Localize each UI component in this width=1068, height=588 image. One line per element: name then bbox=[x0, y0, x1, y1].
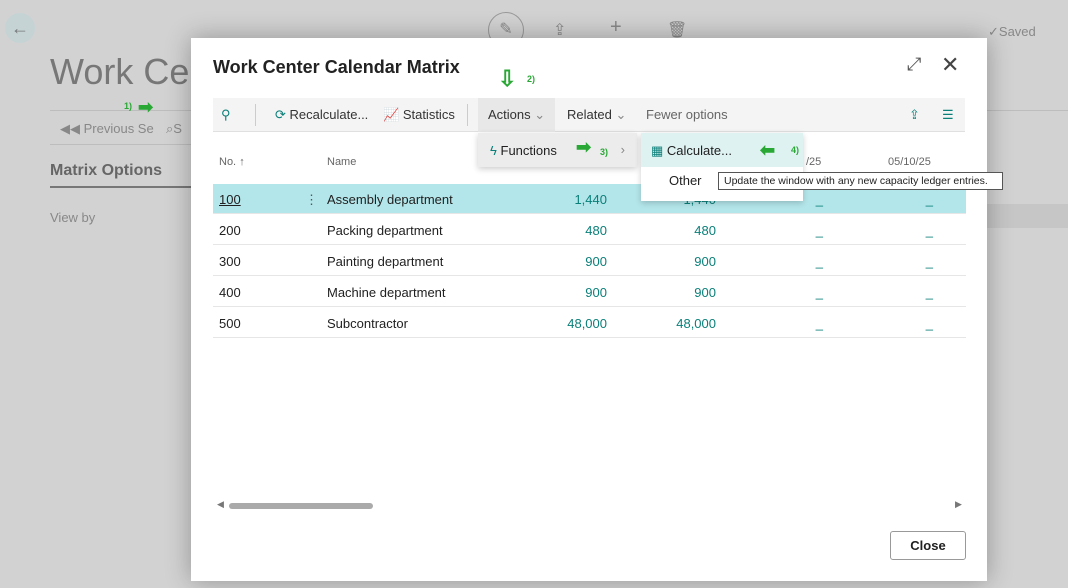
row-name: Machine department bbox=[327, 285, 446, 300]
chevron-down-icon: ⌄ bbox=[615, 107, 627, 122]
table-row[interactable]: 100⋮Assembly department 1,440 1,440 _ _ bbox=[213, 184, 966, 214]
row-value-3[interactable]: _ bbox=[815, 192, 823, 207]
table-row[interactable]: 300 Painting department 900 900 _ _ bbox=[213, 246, 966, 276]
horizontal-scrollbar[interactable]: ◀ ▶ bbox=[213, 499, 966, 511]
row-menu-icon[interactable]: ⋮ bbox=[305, 192, 318, 207]
column-header-name[interactable]: Name bbox=[327, 156, 357, 168]
scroll-left-icon[interactable]: ◀ bbox=[217, 499, 224, 509]
delete-icon[interactable]: 🗑 bbox=[667, 22, 688, 39]
recalculate-label: Recalculate... bbox=[289, 107, 369, 122]
row-value-1[interactable]: 480 bbox=[585, 223, 607, 238]
arrow-right-icon: ➡ bbox=[576, 137, 592, 157]
related-menu-button[interactable]: Related ⌄ bbox=[567, 107, 626, 123]
row-value-4[interactable]: _ bbox=[925, 223, 933, 238]
expand-icon[interactable]: ⤢ bbox=[907, 54, 922, 74]
chevron-right-icon: › bbox=[620, 142, 625, 157]
view-by-label: View by bbox=[50, 210, 96, 225]
row-value-3[interactable]: _ bbox=[815, 285, 823, 300]
annotation-2: 2) bbox=[527, 74, 536, 84]
previous-set-button[interactable]: ◀◀ Previous Se bbox=[60, 121, 154, 136]
fewer-options-button[interactable]: Fewer options bbox=[646, 107, 728, 122]
share-icon[interactable]: ⇪ bbox=[553, 22, 567, 39]
row-no[interactable]: 400 bbox=[219, 285, 241, 300]
chevron-down-icon: ⌄ bbox=[534, 107, 546, 122]
show-matrix-label: S bbox=[173, 121, 182, 136]
row-value-3[interactable]: _ bbox=[815, 316, 823, 331]
annotation-4: 4) bbox=[791, 145, 800, 155]
arrow-left-icon: ⬅ bbox=[760, 140, 776, 160]
table-row[interactable]: 200 Packing department 480 480 _ _ bbox=[213, 215, 966, 245]
dialog-title: Work Center Calendar Matrix bbox=[213, 57, 460, 77]
no-label: No. bbox=[219, 156, 237, 168]
row-value-2[interactable]: 900 bbox=[694, 254, 716, 269]
row-name: Packing department bbox=[327, 223, 443, 238]
row-value-1[interactable]: 1,440 bbox=[574, 192, 607, 207]
arrow-down-icon: ⇩ bbox=[498, 66, 517, 91]
scroll-right-icon[interactable]: ▶ bbox=[955, 499, 962, 509]
calculate-label: Calculate... bbox=[666, 143, 732, 158]
annotation-1: 1) bbox=[124, 101, 133, 111]
chart-icon: 📈 bbox=[383, 107, 400, 122]
close-icon[interactable]: ✕ bbox=[941, 52, 960, 77]
column-header-date-3[interactable]: /25 bbox=[806, 156, 822, 168]
back-button[interactable]: ← bbox=[5, 13, 35, 43]
functions-submenu: ▦ Calculate... Other bbox=[641, 133, 803, 201]
row-value-2[interactable]: 480 bbox=[694, 223, 716, 238]
row-no[interactable]: 200 bbox=[219, 223, 241, 238]
row-value-4[interactable]: _ bbox=[925, 254, 933, 269]
row-value-1[interactable]: 48,000 bbox=[567, 316, 607, 331]
row-value-2[interactable]: 48,000 bbox=[676, 316, 716, 331]
annotation-3: 3) bbox=[600, 147, 609, 157]
actions-dropdown: ϟ Functions › bbox=[478, 133, 637, 167]
sort-arrow-icon: ↑ bbox=[239, 156, 245, 168]
row-value-4[interactable]: _ bbox=[925, 192, 933, 207]
scrollbar-thumb[interactable] bbox=[229, 503, 373, 509]
refresh-icon: ⟳ bbox=[275, 107, 286, 122]
lightning-icon: ϟ bbox=[490, 143, 497, 158]
saved-status: ✓Saved bbox=[988, 24, 1036, 39]
row-name: Assembly department bbox=[327, 192, 453, 207]
row-name: Painting department bbox=[327, 254, 444, 269]
row-value-4[interactable]: _ bbox=[925, 316, 933, 331]
arrow-right-icon: ➡ bbox=[138, 97, 154, 117]
row-value-1[interactable]: 900 bbox=[585, 254, 607, 269]
column-header-date-4[interactable]: 05/10/25 bbox=[888, 156, 931, 168]
close-button[interactable]: Close bbox=[890, 531, 966, 560]
matrix-options-heading: Matrix Options bbox=[50, 162, 191, 188]
list-icon[interactable]: ☰ bbox=[942, 107, 954, 122]
row-value-3[interactable]: _ bbox=[815, 254, 823, 269]
menu-item-calculate[interactable]: ▦ Calculate... bbox=[641, 133, 803, 167]
functions-label: Functions bbox=[500, 143, 557, 158]
row-name: Subcontractor bbox=[327, 316, 408, 331]
related-label: Related bbox=[567, 107, 612, 122]
add-icon[interactable]: + bbox=[610, 16, 622, 38]
actions-label: Actions bbox=[488, 107, 531, 122]
row-value-2[interactable]: 900 bbox=[694, 285, 716, 300]
menu-item-functions[interactable]: ϟ Functions › bbox=[478, 133, 637, 167]
row-no[interactable]: 300 bbox=[219, 254, 241, 269]
show-matrix-button[interactable]: ⌕S bbox=[166, 121, 182, 136]
statistics-label: Statistics bbox=[402, 107, 455, 122]
actions-menu-button[interactable]: Actions ⌄ bbox=[478, 98, 556, 132]
search-icon[interactable]: ⚲ bbox=[221, 107, 231, 122]
recalculate-button[interactable]: ⟳ Recalculate... bbox=[275, 107, 368, 123]
toolbar: ⚲ ⟳ Recalculate... 📈 Statistics Actions … bbox=[213, 98, 965, 132]
column-header-no[interactable]: No. ↑ bbox=[219, 156, 245, 169]
row-no[interactable]: 500 bbox=[219, 316, 241, 331]
saved-label: Saved bbox=[998, 24, 1036, 39]
statistics-button[interactable]: 📈 Statistics bbox=[383, 107, 455, 123]
share-icon[interactable]: ⇪ bbox=[909, 107, 920, 122]
row-value-4[interactable]: _ bbox=[925, 285, 933, 300]
table-row[interactable]: 400 Machine department 900 900 _ _ bbox=[213, 277, 966, 307]
previous-label: Previous Se bbox=[83, 121, 154, 136]
calculator-icon: ▦ bbox=[651, 143, 664, 158]
row-no[interactable]: 100 bbox=[219, 192, 241, 207]
menu-item-other[interactable]: Other bbox=[669, 173, 702, 188]
work-center-calendar-matrix-dialog: Work Center Calendar Matrix ⤢ ✕ ⇩ 2) ⚲ ⟳… bbox=[191, 38, 987, 581]
tooltip: Update the window with any new capacity … bbox=[718, 172, 1003, 190]
page-title: Work Cen bbox=[50, 51, 210, 92]
row-value-1[interactable]: 900 bbox=[585, 285, 607, 300]
row-value-3[interactable]: _ bbox=[815, 223, 823, 238]
table-row[interactable]: 500 Subcontractor 48,000 48,000 _ _ bbox=[213, 308, 966, 338]
